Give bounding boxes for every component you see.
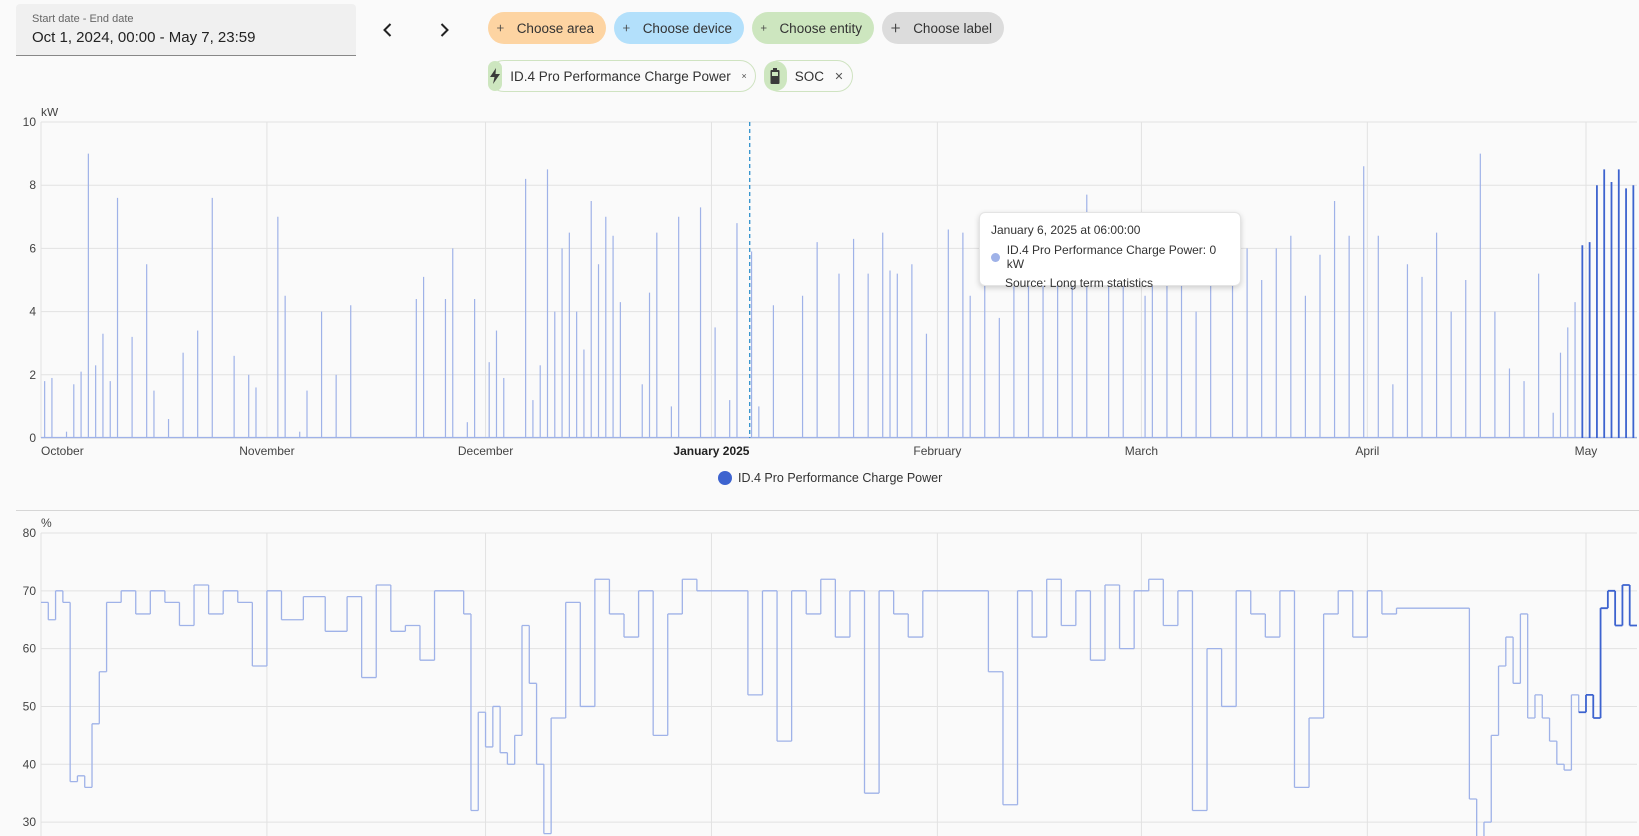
date-range-value: Oct 1, 2024, 00:00 - May 7, 23:59 — [32, 29, 256, 46]
y-tick-label: 70 — [23, 584, 37, 598]
selected-entity-label: SOC — [794, 68, 825, 84]
y-tick-label: 10 — [23, 115, 37, 129]
x-tick-label: October — [41, 444, 84, 458]
choose-area-label: Choose area — [516, 20, 594, 36]
plus-icon — [623, 24, 630, 32]
x-tick-label: December — [458, 444, 513, 458]
soc-series-line — [41, 578, 1580, 836]
y-tick-label: 80 — [23, 526, 37, 540]
date-range-picker[interactable]: Start date - End date Oct 1, 2024, 00:00… — [16, 4, 356, 56]
selected-entity-charge-power[interactable]: ID.4 Pro Performance Charge Power — [488, 60, 756, 92]
x-tick-label: March — [1125, 444, 1158, 458]
choose-area-button[interactable]: Choose area — [488, 12, 606, 44]
battery-icon — [764, 61, 787, 91]
charge-power-chart[interactable]: 0 2 4 6 8 10 kW October November December January … — [0, 108, 1639, 468]
chevron-left-icon — [383, 23, 392, 37]
selected-entity-soc[interactable]: SOC — [764, 60, 853, 92]
soc-chart[interactable]: 30 40 50 60 70 80% — [0, 516, 1639, 836]
chart-legend-item[interactable]: ID.4 Pro Performance Charge Power — [718, 471, 942, 485]
x-tick-label: April — [1355, 444, 1379, 458]
y-tick-label: 30 — [23, 815, 37, 829]
plus-icon — [497, 24, 504, 32]
tooltip-value: ID.4 Pro Performance Charge Power: 0 kW — [1006, 243, 1217, 271]
choose-label-label: Choose label — [913, 20, 992, 36]
close-icon[interactable] — [834, 69, 844, 83]
tooltip-title: January 6, 2025 at 06:00:00 — [991, 223, 1141, 237]
y-tick-label: 6 — [29, 241, 36, 255]
next-period-button[interactable] — [428, 14, 460, 46]
x-tick-label: January 2025 — [673, 444, 749, 458]
y-axis-unit: kW — [41, 108, 59, 119]
x-tick-label: November — [239, 444, 294, 458]
tooltip-source: Source: Long term statistics — [1005, 276, 1154, 290]
choose-entity-button[interactable]: Choose entity — [752, 12, 874, 44]
choose-device-label: Choose device — [642, 20, 732, 36]
lightning-icon — [488, 61, 503, 91]
y-tick-label: 8 — [29, 178, 36, 192]
legend-label: ID.4 Pro Performance Charge Power — [738, 471, 943, 485]
previous-period-button[interactable] — [372, 14, 404, 46]
tooltip-series-dot — [991, 252, 1000, 262]
y-tick-label: 40 — [23, 757, 37, 771]
choose-entity-label: Choose entity — [779, 20, 862, 36]
y-tick-label: 60 — [23, 642, 37, 656]
choose-label-button[interactable]: Choose label — [882, 12, 1004, 44]
chevron-right-icon — [440, 23, 449, 37]
legend-color-dot — [718, 471, 732, 485]
chart-divider — [16, 510, 1639, 511]
selected-entity-label: ID.4 Pro Performance Charge Power — [510, 68, 731, 84]
x-tick-label: February — [913, 444, 961, 458]
date-range-label: Start date - End date — [32, 13, 134, 25]
soc-series-line-recent — [1578, 584, 1637, 719]
y-axis-unit: % — [41, 516, 52, 530]
close-icon[interactable] — [741, 69, 747, 83]
choose-device-button[interactable]: Choose device — [614, 12, 744, 44]
chart-tooltip: January 6, 2025 at 06:00:00 ID.4 Pro Per… — [979, 212, 1241, 290]
plus-icon — [891, 23, 900, 33]
y-tick-label: 2 — [29, 368, 36, 382]
y-tick-label: 50 — [23, 699, 37, 713]
plus-icon — [760, 25, 767, 31]
x-tick-label: May — [1575, 444, 1598, 458]
y-tick-label: 4 — [29, 305, 36, 319]
y-tick-label: 0 — [29, 431, 36, 445]
